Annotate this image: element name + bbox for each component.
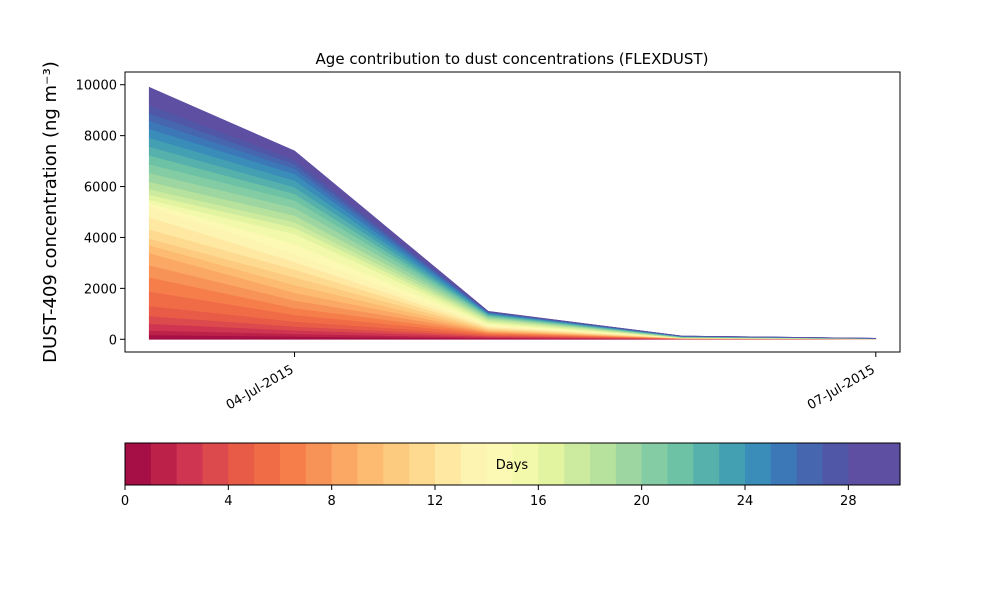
colorbar-swatch-day-21: [667, 443, 694, 485]
y-tick-label: 8000: [84, 130, 117, 145]
colorbar-swatch-day-4: [228, 443, 255, 485]
colorbar-swatch-day-10: [383, 443, 410, 485]
colorbar-swatch-day-25: [770, 443, 798, 485]
colorbar-swatch-day-29: [874, 443, 901, 485]
colorbar-swatch-day-27: [822, 443, 849, 485]
colorbar-swatch-day-24: [745, 443, 772, 485]
colorbar-swatch-day-6: [280, 443, 307, 485]
colorbar-swatch-day-5: [254, 443, 281, 485]
colorbar-tick-label: 8: [328, 494, 336, 509]
colorbar-swatch-day-7: [305, 443, 333, 485]
y-tick-label: 0: [109, 333, 117, 348]
y-tick-label: 10000: [76, 79, 117, 94]
colorbar-tick-label: 24: [737, 494, 754, 509]
y-tick-label: 6000: [84, 181, 117, 196]
colorbar-swatch-day-22: [693, 443, 720, 485]
colorbar-swatch-day-18: [590, 443, 617, 485]
colorbar-swatch-day-28: [848, 443, 875, 485]
colorbar-tick-label: 12: [427, 494, 444, 509]
colorbar-tick-label: 20: [633, 494, 650, 509]
chart-title: Age contribution to dust concentrations …: [316, 50, 709, 68]
y-axis-label: DUST-409 concentration (ng m⁻³): [40, 61, 61, 363]
stacked-area-plot: [148, 86, 877, 340]
colorbar-swatch-day-14: [486, 443, 514, 485]
colorbar-swatch-day-26: [796, 443, 824, 485]
plot-frame: [124, 71, 901, 353]
colorbar: [125, 443, 901, 485]
colorbar-swatch-day-2: [176, 443, 204, 485]
colorbar-swatch-day-0: [125, 443, 152, 485]
colorbar-tick-label: 4: [224, 494, 232, 509]
colorbar-swatch-day-20: [641, 443, 669, 485]
colorbar-swatch-day-17: [564, 443, 591, 485]
colorbar-swatch-day-3: [202, 443, 229, 485]
y-axis: 0 2000 4000 6000 8000 10000: [76, 79, 125, 348]
colorbar-tick-label: 0: [121, 494, 129, 509]
colorbar-swatch-day-11: [409, 443, 436, 485]
colorbar-frame: [124, 442, 901, 486]
y-tick-label: 4000: [84, 231, 117, 246]
colorbar-tick-label: 16: [530, 494, 547, 509]
area-layer-day-29: [148, 86, 876, 339]
colorbar-tick-label: 28: [840, 494, 857, 509]
colorbar-label: Days: [496, 458, 529, 473]
colorbar-swatch-day-23: [719, 443, 746, 485]
colorbar-swatch-day-8: [331, 443, 359, 485]
colorbar-axis: 0 4 8 12 16 20 24 28: [121, 485, 857, 509]
colorbar-swatch-day-15: [512, 443, 539, 485]
colorbar-swatch-day-19: [615, 443, 643, 485]
colorbar-swatch-day-9: [357, 443, 384, 485]
y-tick-label: 2000: [84, 282, 117, 297]
colorbar-swatch-day-12: [435, 443, 462, 485]
colorbar-swatch-day-16: [538, 443, 565, 485]
colorbar-swatch-day-1: [150, 443, 178, 485]
colorbar-swatch-day-13: [460, 443, 488, 485]
